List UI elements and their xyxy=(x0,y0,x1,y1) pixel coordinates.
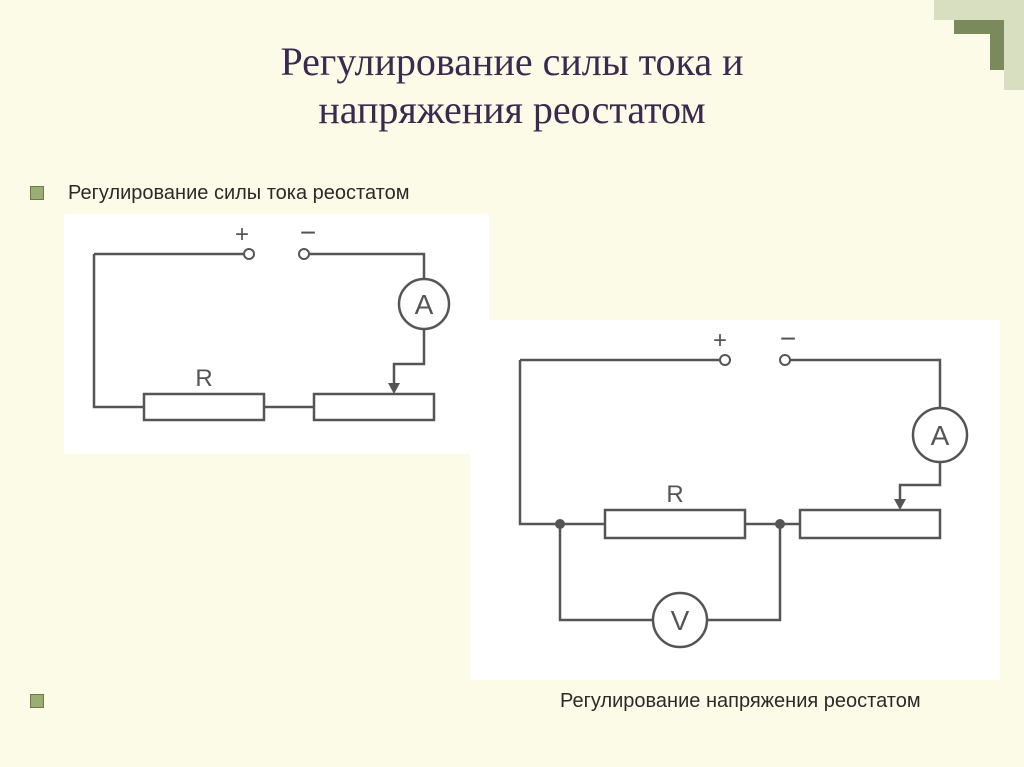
plus-label-2: + xyxy=(713,327,727,354)
resistor-label: R xyxy=(195,365,212,392)
voltmeter-label: V xyxy=(671,605,690,636)
rheostat-wiper-arrow-2 xyxy=(894,499,906,510)
corner-decoration xyxy=(934,0,1024,90)
plus-label: + xyxy=(235,221,249,248)
rheostat xyxy=(314,394,434,420)
minus-label: − xyxy=(300,217,316,248)
resistor-2 xyxy=(605,510,745,538)
ammeter-label: A xyxy=(415,289,434,320)
circuit-voltage-regulation: + − A R V xyxy=(470,320,1000,680)
rheostat-wiper-arrow xyxy=(388,383,400,394)
bullet-2 xyxy=(30,694,44,708)
circuit-current-regulation: + − A R xyxy=(64,214,489,454)
title-line-1: Регулирование силы тока и xyxy=(280,39,743,84)
bullet-1 xyxy=(30,186,44,200)
rheostat-2 xyxy=(800,510,940,538)
resistor xyxy=(144,394,264,420)
subtitle-current: Регулирование силы тока реостатом xyxy=(68,182,409,205)
minus-label-2: − xyxy=(780,323,796,354)
title-line-2: напряжения реостатом xyxy=(318,87,705,132)
page-title: Регулирование силы тока и напряжения рео… xyxy=(0,0,1024,134)
ammeter-label-2: A xyxy=(931,420,950,451)
resistor-label-2: R xyxy=(666,481,683,508)
subtitle-voltage: Регулирование напряжения реостатом xyxy=(560,690,921,713)
